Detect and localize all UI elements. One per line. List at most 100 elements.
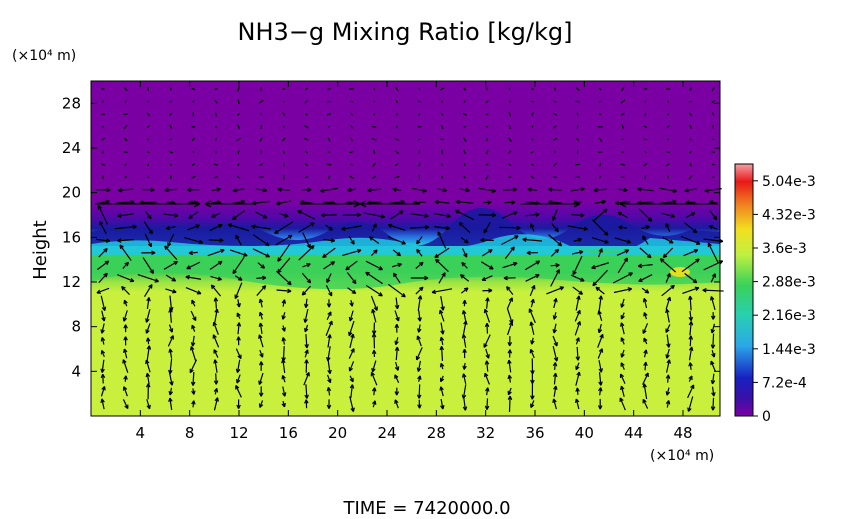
- vector-arrowhead: [434, 258, 440, 264]
- vector-arrowhead: [326, 303, 332, 308]
- vector-arrow: [365, 271, 383, 285]
- vector-arrow: [687, 396, 694, 412]
- vector-arrow: [553, 100, 557, 103]
- vector-arrow: [146, 345, 150, 362]
- plot-frame: [90, 80, 721, 417]
- vector-arrow: [666, 309, 670, 323]
- vector-arrow: [710, 273, 716, 283]
- vector-arrow: [617, 257, 628, 274]
- vector-arrowhead: [598, 381, 603, 386]
- vector-arrowhead: [232, 187, 237, 193]
- vector-arrowhead: [597, 405, 603, 410]
- vector-arrow: [395, 347, 398, 361]
- vector-arrow: [256, 285, 267, 296]
- vector-arrowhead: [442, 187, 447, 193]
- vector-arrow: [304, 99, 309, 104]
- vector-arrowhead: [310, 245, 315, 250]
- vector-arrowhead: [692, 278, 698, 284]
- vector-arrowhead: [145, 359, 150, 365]
- vector-arrowhead: [692, 228, 698, 234]
- vector-arrowhead: [575, 387, 580, 392]
- vector-arrow: [417, 100, 421, 103]
- vector-arrowhead: [306, 262, 311, 268]
- vector-arrowhead: [243, 252, 248, 257]
- vector-arrow: [666, 125, 670, 129]
- vector-arrowhead: [577, 237, 582, 243]
- vector-arrowhead: [464, 239, 469, 244]
- vector-arrow: [214, 176, 218, 179]
- vector-arrow: [214, 163, 218, 166]
- vector-arrowhead: [236, 379, 241, 384]
- vector-arrowhead: [213, 380, 219, 385]
- vector-arrowhead: [351, 289, 357, 295]
- vector-arrow: [553, 87, 557, 91]
- vector-arrowhead: [274, 229, 279, 235]
- vector-arrowhead: [305, 371, 310, 377]
- vector-arrow: [619, 397, 626, 411]
- vector-arrow: [211, 188, 221, 192]
- vector-arrow: [391, 263, 402, 268]
- vector-arrowhead: [371, 367, 376, 373]
- vector-arrow: [394, 176, 400, 179]
- vector-arrowhead: [619, 397, 624, 402]
- vector-arrow: [598, 295, 602, 311]
- vector-arrow: [232, 188, 245, 192]
- vector-arrowhead: [529, 321, 534, 326]
- x-tick-label: 4: [136, 424, 146, 442]
- vector-arrow: [168, 150, 174, 154]
- vector-arrowhead: [372, 223, 377, 228]
- vector-arrow: [208, 239, 224, 242]
- vector-arrowhead: [259, 353, 264, 358]
- vector-arrow: [462, 137, 467, 142]
- y-tick-label: 4: [71, 362, 81, 380]
- vector-arrowhead: [491, 212, 497, 218]
- vector-arrow: [348, 235, 355, 245]
- vector-arrowhead: [417, 317, 422, 322]
- vector-arrowhead: [168, 397, 173, 403]
- vector-arrowhead: [217, 276, 222, 281]
- vector-arrowhead: [554, 227, 559, 233]
- vector-arrow: [552, 112, 558, 116]
- vector-arrow: [251, 225, 271, 230]
- x-tick-label: 12: [229, 424, 248, 442]
- vector-arrow: [371, 309, 377, 323]
- vector-arrow: [416, 335, 422, 347]
- vector-arrow: [593, 208, 608, 222]
- vector-arrowhead: [210, 284, 216, 290]
- vector-arrow: [214, 138, 218, 141]
- vector-arrowhead: [602, 208, 608, 214]
- vector-arrowhead: [100, 349, 106, 355]
- vector-arrow: [188, 211, 199, 219]
- vector-arrow: [576, 124, 579, 129]
- vector-arrow: [326, 112, 332, 116]
- colorbar-tick-label: 2.16e-3: [762, 308, 816, 324]
- vector-arrow: [163, 213, 179, 217]
- vector-arrowhead: [462, 299, 467, 305]
- vector-arrowhead: [168, 390, 173, 396]
- vector-arrowhead: [101, 316, 106, 322]
- vector-arrowhead: [580, 277, 585, 282]
- vector-arrowhead: [100, 398, 105, 403]
- vector-arrowhead: [591, 264, 596, 270]
- vector-arrowhead: [301, 291, 307, 296]
- vector-arrow: [349, 150, 354, 154]
- vector-arrow: [417, 138, 421, 141]
- vector-arrowhead: [327, 311, 332, 316]
- vector-arrowhead: [593, 187, 598, 193]
- vector-arrowhead: [619, 373, 625, 379]
- vector-arrowhead: [693, 249, 699, 254]
- vector-arrowhead: [507, 359, 512, 365]
- vector-arrowhead: [552, 328, 557, 334]
- vector-arrow: [257, 262, 265, 269]
- vector-arrowhead: [372, 400, 377, 405]
- vector-arrowhead: [251, 224, 256, 229]
- vector-arrow: [665, 296, 671, 310]
- vector-arrow: [680, 235, 701, 245]
- vector-arrowhead: [211, 213, 216, 218]
- vector-arrow: [483, 221, 491, 234]
- vector-arrowhead: [618, 225, 623, 230]
- vector-arrowhead: [217, 260, 223, 266]
- vector-arrowhead: [262, 187, 268, 193]
- vector-arrow: [591, 262, 609, 269]
- vector-arrowhead: [373, 306, 378, 311]
